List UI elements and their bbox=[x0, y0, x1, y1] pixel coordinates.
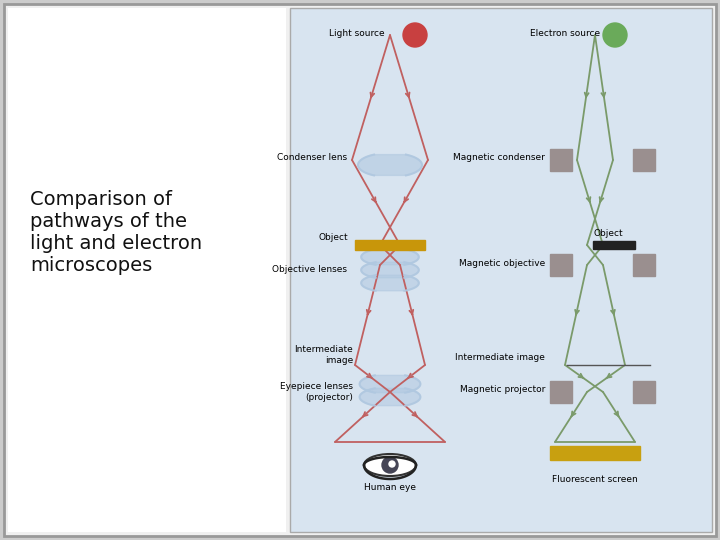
Text: Magnetic condenser: Magnetic condenser bbox=[453, 153, 545, 163]
Ellipse shape bbox=[364, 454, 416, 476]
Polygon shape bbox=[359, 375, 420, 393]
FancyBboxPatch shape bbox=[633, 381, 655, 403]
FancyBboxPatch shape bbox=[593, 241, 635, 249]
Circle shape bbox=[389, 461, 395, 467]
FancyBboxPatch shape bbox=[290, 8, 712, 532]
Text: Condenser lens: Condenser lens bbox=[277, 153, 347, 163]
Text: Electron source: Electron source bbox=[530, 29, 600, 37]
Text: Light source: Light source bbox=[329, 29, 385, 37]
Text: Objective lenses: Objective lenses bbox=[272, 266, 347, 274]
Text: Intermediate image: Intermediate image bbox=[455, 353, 545, 361]
FancyBboxPatch shape bbox=[633, 254, 655, 276]
Circle shape bbox=[403, 23, 427, 47]
Text: Comparison of
pathways of the
light and electron
microscopes: Comparison of pathways of the light and … bbox=[30, 190, 202, 275]
Text: Object: Object bbox=[593, 228, 623, 238]
FancyBboxPatch shape bbox=[355, 240, 425, 250]
Text: Magnetic projector: Magnetic projector bbox=[459, 386, 545, 395]
Polygon shape bbox=[361, 275, 419, 291]
Polygon shape bbox=[361, 249, 419, 265]
Text: Intermediate
image: Intermediate image bbox=[294, 345, 353, 364]
Text: Object: Object bbox=[318, 233, 348, 241]
FancyBboxPatch shape bbox=[633, 149, 655, 171]
FancyBboxPatch shape bbox=[8, 8, 286, 532]
Text: Human eye: Human eye bbox=[364, 483, 416, 492]
Circle shape bbox=[603, 23, 627, 47]
FancyBboxPatch shape bbox=[550, 381, 572, 403]
FancyBboxPatch shape bbox=[550, 149, 572, 171]
FancyBboxPatch shape bbox=[550, 446, 640, 460]
Polygon shape bbox=[361, 262, 419, 278]
Text: Magnetic objective: Magnetic objective bbox=[459, 259, 545, 267]
Polygon shape bbox=[359, 388, 420, 406]
FancyBboxPatch shape bbox=[4, 4, 716, 536]
Polygon shape bbox=[358, 154, 422, 176]
Text: Fluorescent screen: Fluorescent screen bbox=[552, 475, 638, 484]
Circle shape bbox=[382, 457, 398, 473]
Text: Eyepiece lenses
(projector): Eyepiece lenses (projector) bbox=[280, 382, 353, 402]
FancyBboxPatch shape bbox=[550, 254, 572, 276]
